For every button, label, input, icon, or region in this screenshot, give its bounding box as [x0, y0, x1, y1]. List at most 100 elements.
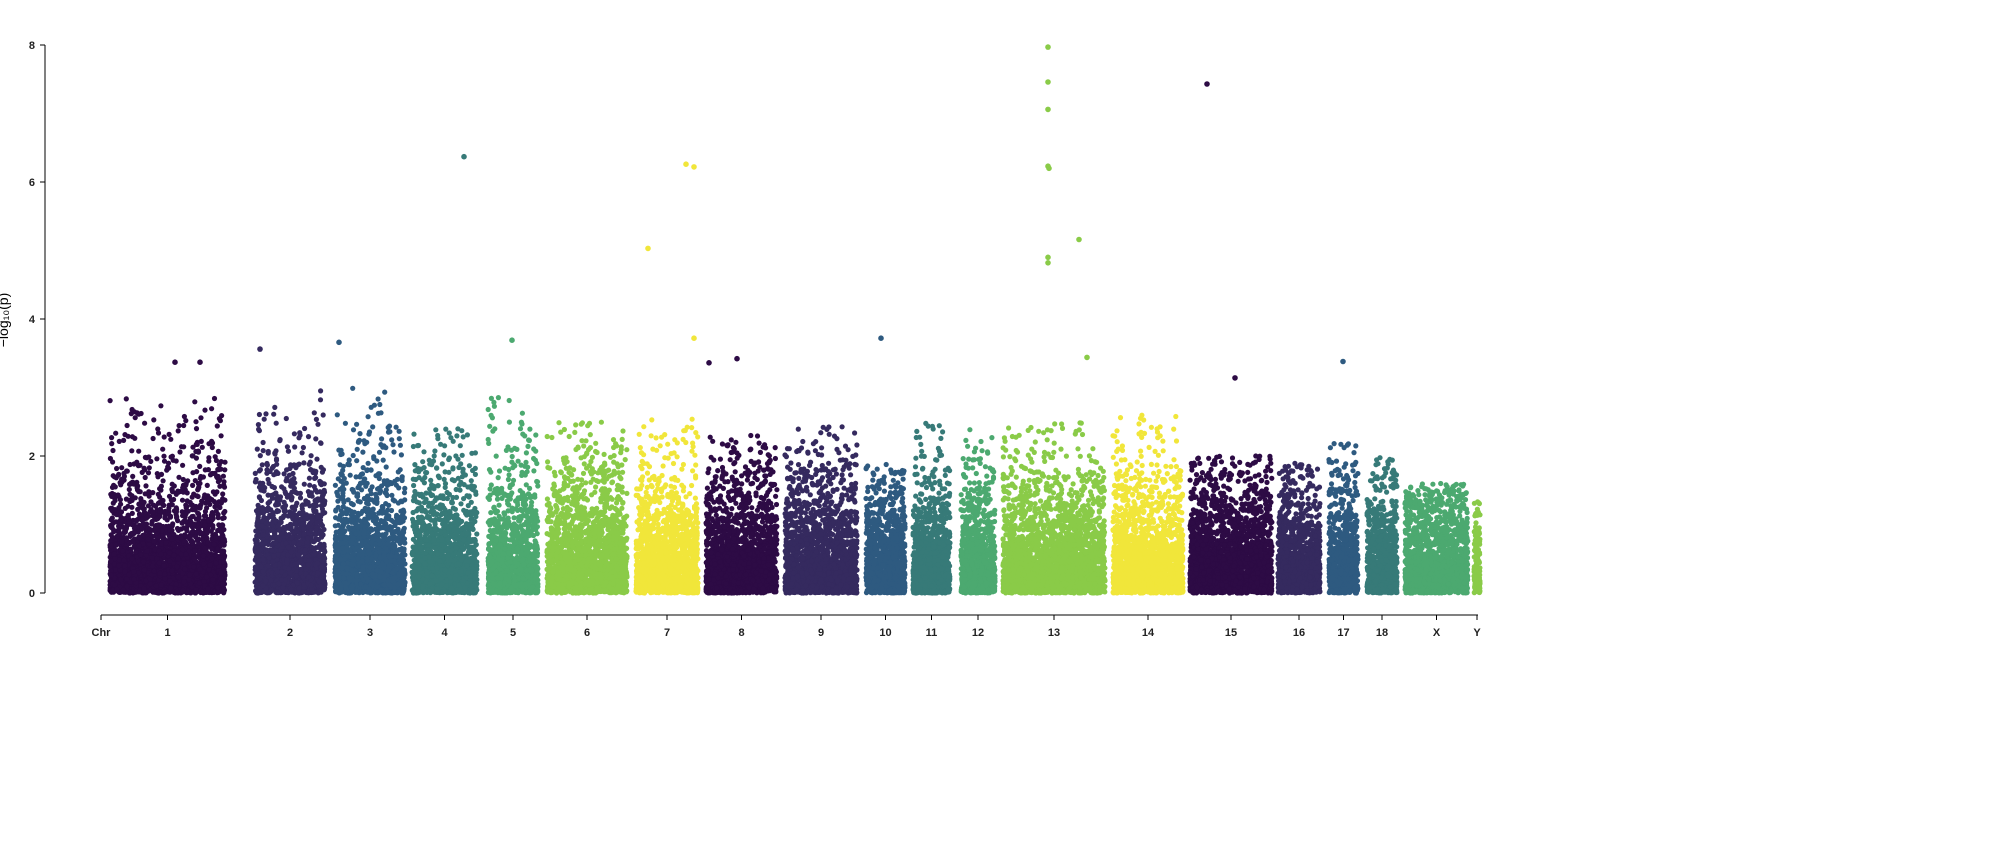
snp-point — [122, 563, 128, 569]
snp-point — [259, 462, 265, 468]
snp-point — [257, 552, 263, 558]
snp-point — [288, 483, 294, 489]
snp-point — [127, 461, 133, 468]
snp-point — [271, 472, 277, 478]
snp-point — [109, 493, 115, 499]
snp-point — [267, 512, 273, 518]
snp-point — [213, 535, 219, 541]
snp-point — [300, 444, 306, 451]
snp-point — [155, 430, 162, 436]
snp-point — [116, 563, 122, 569]
snp-point — [312, 475, 318, 481]
snp-point — [124, 583, 130, 590]
snp-point — [111, 474, 118, 480]
snp-point — [259, 523, 265, 529]
snp-point — [202, 492, 208, 498]
snp-point — [193, 587, 199, 593]
snp-point — [277, 520, 283, 526]
snp-point — [276, 527, 282, 533]
snp-point — [199, 530, 206, 537]
snp-point — [289, 534, 295, 541]
snp-point — [129, 556, 135, 562]
snp-point — [180, 485, 186, 491]
snp-point — [137, 552, 144, 558]
snp-point — [180, 489, 186, 495]
snp-point — [282, 489, 288, 495]
snp-point — [196, 580, 203, 587]
snp-point — [169, 567, 175, 574]
snp-point — [285, 552, 291, 558]
snp-point — [301, 589, 307, 595]
snp-point — [148, 499, 154, 505]
snp-point — [311, 410, 317, 416]
snp-point — [109, 441, 115, 447]
y-tick-label: 0 — [29, 588, 35, 600]
snp-point — [142, 474, 148, 481]
snp-point — [266, 555, 272, 561]
snp-point — [195, 449, 202, 455]
snp-point — [206, 455, 212, 461]
snp-point — [139, 517, 145, 523]
snp-point — [166, 550, 173, 556]
snp-point — [283, 415, 289, 422]
snp-point — [120, 548, 126, 554]
snp-point — [198, 415, 204, 421]
snp-point — [166, 493, 173, 499]
snp-point — [150, 490, 156, 496]
snp-point — [255, 511, 261, 517]
snp-point — [314, 498, 320, 504]
snp-point — [116, 438, 122, 444]
snp-point — [209, 471, 215, 477]
snp-point — [129, 448, 135, 454]
snp-point — [211, 395, 218, 402]
snp-point — [168, 454, 174, 460]
snp-point — [107, 563, 113, 570]
snp-point — [218, 433, 224, 439]
snp-point — [301, 481, 307, 487]
snp-point — [111, 482, 117, 488]
snp-point — [256, 428, 262, 434]
snp-point — [153, 583, 159, 589]
snp-point — [176, 423, 182, 429]
snp-point — [175, 574, 181, 580]
snp-point — [136, 543, 142, 549]
snp-point — [183, 518, 189, 525]
snp-point — [174, 588, 180, 594]
snp-point — [158, 403, 164, 409]
snp-point — [184, 528, 190, 534]
snp-point — [175, 428, 181, 434]
snp-point — [302, 516, 309, 522]
snp-point — [123, 525, 129, 531]
snp-point — [197, 566, 203, 572]
snp-point — [313, 530, 319, 536]
snp-point — [274, 461, 280, 467]
snp-point — [142, 420, 148, 426]
snp-point — [318, 464, 324, 470]
snp-point — [209, 556, 215, 562]
snp-point — [321, 481, 327, 487]
snp-point — [136, 411, 142, 417]
snp-point — [215, 448, 221, 454]
snp-point — [211, 541, 217, 548]
snp-point — [314, 456, 320, 462]
snp-point — [191, 564, 197, 570]
snp-point — [313, 436, 319, 442]
snp-point — [174, 506, 180, 512]
snp-point — [112, 507, 118, 513]
snp-point — [306, 475, 312, 481]
snp-point — [314, 489, 320, 495]
snp-point — [114, 586, 120, 593]
snp-point — [204, 482, 210, 488]
chromosome-3-points — [332, 385, 408, 596]
snp-point — [130, 473, 136, 479]
snp-point — [161, 453, 167, 459]
snp-point — [309, 518, 315, 524]
snp-point — [155, 491, 161, 497]
snp-point — [255, 522, 261, 528]
snp-point — [168, 585, 174, 591]
snp-point — [190, 444, 196, 450]
snp-point — [318, 564, 324, 570]
snp-point — [141, 567, 147, 573]
snp-point — [191, 556, 197, 562]
snp-point — [113, 519, 119, 525]
